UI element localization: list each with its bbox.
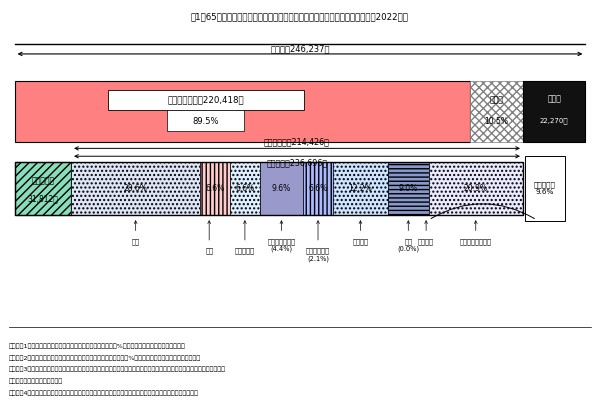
Text: 社会保障給付　220,418円: 社会保障給付 220,418円 xyxy=(167,95,244,104)
Bar xyxy=(200,162,230,215)
Text: 住居: 住居 xyxy=(205,248,213,254)
Text: 可処分所得　214,426円: 可処分所得 214,426円 xyxy=(264,137,330,146)
Text: に含まれている。: に含まれている。 xyxy=(9,378,63,384)
Text: 9.6%: 9.6% xyxy=(272,184,291,193)
Text: 教養娯楽: 教養娯楽 xyxy=(418,238,434,245)
Bar xyxy=(230,162,260,215)
Text: 社会保障給付　220,418円: 社会保障給付 220,418円 xyxy=(167,95,244,104)
Text: 6.6%: 6.6% xyxy=(308,184,328,193)
Text: 非消費支出: 非消費支出 xyxy=(31,176,55,185)
Text: 28.6%: 28.6% xyxy=(124,184,148,193)
Text: 被服及び履物
(2.1%): 被服及び履物 (2.1%) xyxy=(306,248,330,262)
Bar xyxy=(524,156,565,221)
Text: 10.5%: 10.5% xyxy=(484,117,508,126)
Text: うち交際費
9.6%: うち交際費 9.6% xyxy=(534,182,556,196)
FancyBboxPatch shape xyxy=(167,110,244,131)
Bar xyxy=(333,162,388,215)
Bar xyxy=(14,82,470,142)
Text: 図1　65歳以上の夫婦のみの無職世帯（夫婦高齢者無職世帯）の家計収支　－2022年－: 図1 65歳以上の夫婦のみの無職世帯（夫婦高齢者無職世帯）の家計収支 －2022… xyxy=(191,12,409,21)
Text: 4　図中の「不足分」とは、「実収入」と、「消費支出」及び「非消費支出」の計との差額である。: 4 図中の「不足分」とは、「実収入」と、「消費支出」及び「非消費支出」の計との差… xyxy=(9,390,199,396)
Text: 実収入　246,237円: 実収入 246,237円 xyxy=(270,44,330,53)
Text: 20.9%: 20.9% xyxy=(464,184,488,193)
Text: 消費支出　236,696円: 消費支出 236,696円 xyxy=(266,158,328,168)
Bar xyxy=(260,162,303,215)
Text: 家具・家事用品
(4.4%): 家具・家事用品 (4.4%) xyxy=(268,238,295,252)
Text: 6.6%: 6.6% xyxy=(205,184,225,193)
Text: （注）　1　図中の「社会保障給付」及び「その他」の割合（%）は、実収入に占める割合である。: （注） 1 図中の「社会保障給付」及び「その他」の割合（%）は、実収入に占める割… xyxy=(9,343,185,349)
Bar xyxy=(14,162,71,215)
Bar xyxy=(14,162,523,215)
Text: 6.6%: 6.6% xyxy=(235,184,254,193)
Bar xyxy=(523,82,586,142)
Text: 不足分: 不足分 xyxy=(547,94,561,103)
Bar xyxy=(470,82,523,142)
Text: 89.5%: 89.5% xyxy=(193,117,219,126)
Text: 12.2%: 12.2% xyxy=(349,184,373,193)
Text: 3　図中の「消費支出」のうち、他の世帯への贈答品やサービスの支出は、「その他の消費支出」の「うち交際費」: 3 図中の「消費支出」のうち、他の世帯への贈答品やサービスの支出は、「その他の消… xyxy=(9,367,226,372)
Bar xyxy=(428,162,523,215)
Text: 22,270円: 22,270円 xyxy=(540,118,568,124)
Text: 教育
(0.0%): 教育 (0.0%) xyxy=(397,238,419,252)
Text: 保健医療: 保健医療 xyxy=(352,238,368,245)
Text: その他: その他 xyxy=(489,95,503,104)
Text: 食料: 食料 xyxy=(131,238,140,245)
Text: 光熱・水道: 光熱・水道 xyxy=(235,248,255,254)
Bar xyxy=(71,162,200,215)
FancyBboxPatch shape xyxy=(107,90,304,110)
Text: 9.0%: 9.0% xyxy=(398,184,418,193)
Text: 31,812円: 31,812円 xyxy=(28,195,58,204)
Bar xyxy=(388,162,428,215)
Text: その他の消費支出: その他の消費支出 xyxy=(460,238,492,245)
Bar xyxy=(303,162,333,215)
Text: 2　図中の「食料」から「その他の消費支出」までの割合（%）は、消費支出に占める割合である。: 2 図中の「食料」から「その他の消費支出」までの割合（%）は、消費支出に占める割… xyxy=(9,355,201,360)
